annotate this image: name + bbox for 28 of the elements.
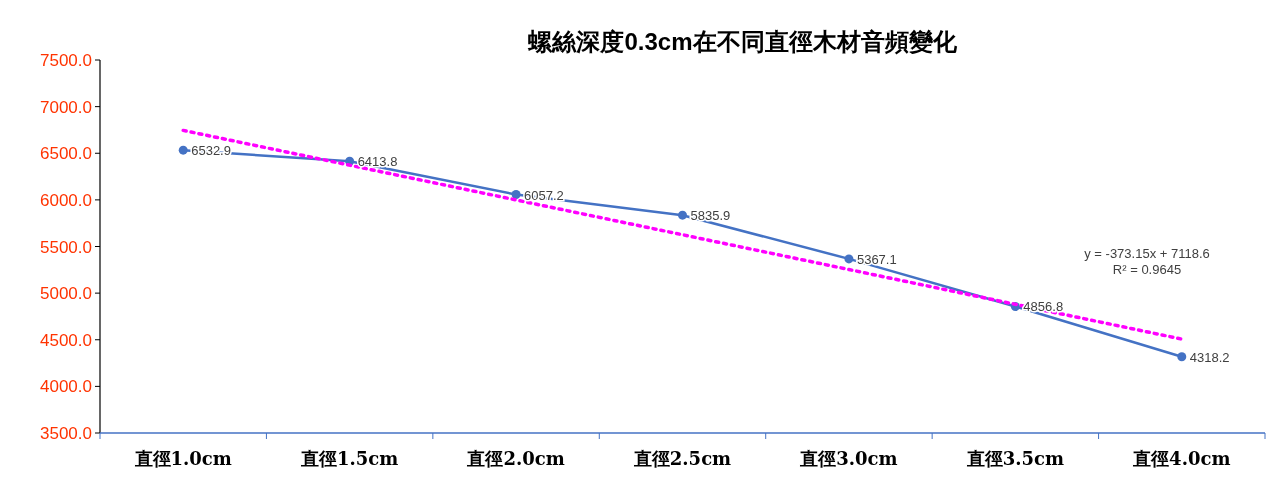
x-tick-label: 直徑2.5cm: [632, 448, 732, 469]
x-tick-label: 直徑3.5cm: [965, 448, 1065, 469]
x-tick-label: 直徑1.0cm: [133, 448, 232, 469]
y-tick-label: 3500.0: [40, 424, 92, 443]
y-tick-label: 5500.0: [40, 237, 92, 257]
data-label: 6413.8: [357, 154, 398, 170]
chart-title: 螺絲深度0.3cm在不同直徑木材音頻變化: [527, 28, 958, 55]
y-tick-label: 7500.0: [40, 51, 92, 70]
data-label: 4318.2: [1189, 349, 1230, 365]
y-tick-label: 5000.0: [40, 284, 92, 304]
x-tick-label: 直徑1.5cm: [299, 448, 399, 469]
x-tick-label: 直徑2.0cm: [466, 448, 565, 469]
point: [178, 145, 188, 155]
x-tick-label: 直徑4.0cm: [1132, 448, 1231, 469]
data-label: 5835.9: [690, 208, 731, 224]
y-tick-label: 4500.0: [40, 330, 92, 350]
point: [1177, 352, 1187, 362]
y-tick-label: 7000.0: [40, 97, 92, 117]
point: [511, 190, 521, 200]
point: [844, 254, 854, 264]
y-tick-label: 6000.0: [40, 190, 92, 210]
x-tick-label: 直徑3.0cm: [799, 448, 898, 469]
point: [678, 210, 687, 220]
y-tick-label: 4000.0: [40, 377, 92, 397]
y-tick-label: 6500.0: [40, 144, 92, 164]
annotation: y = -373.15x + 7118.6: [1084, 246, 1210, 261]
data-label: 5367.1: [856, 251, 897, 267]
annotation: R² = 0.9645: [1112, 262, 1182, 277]
